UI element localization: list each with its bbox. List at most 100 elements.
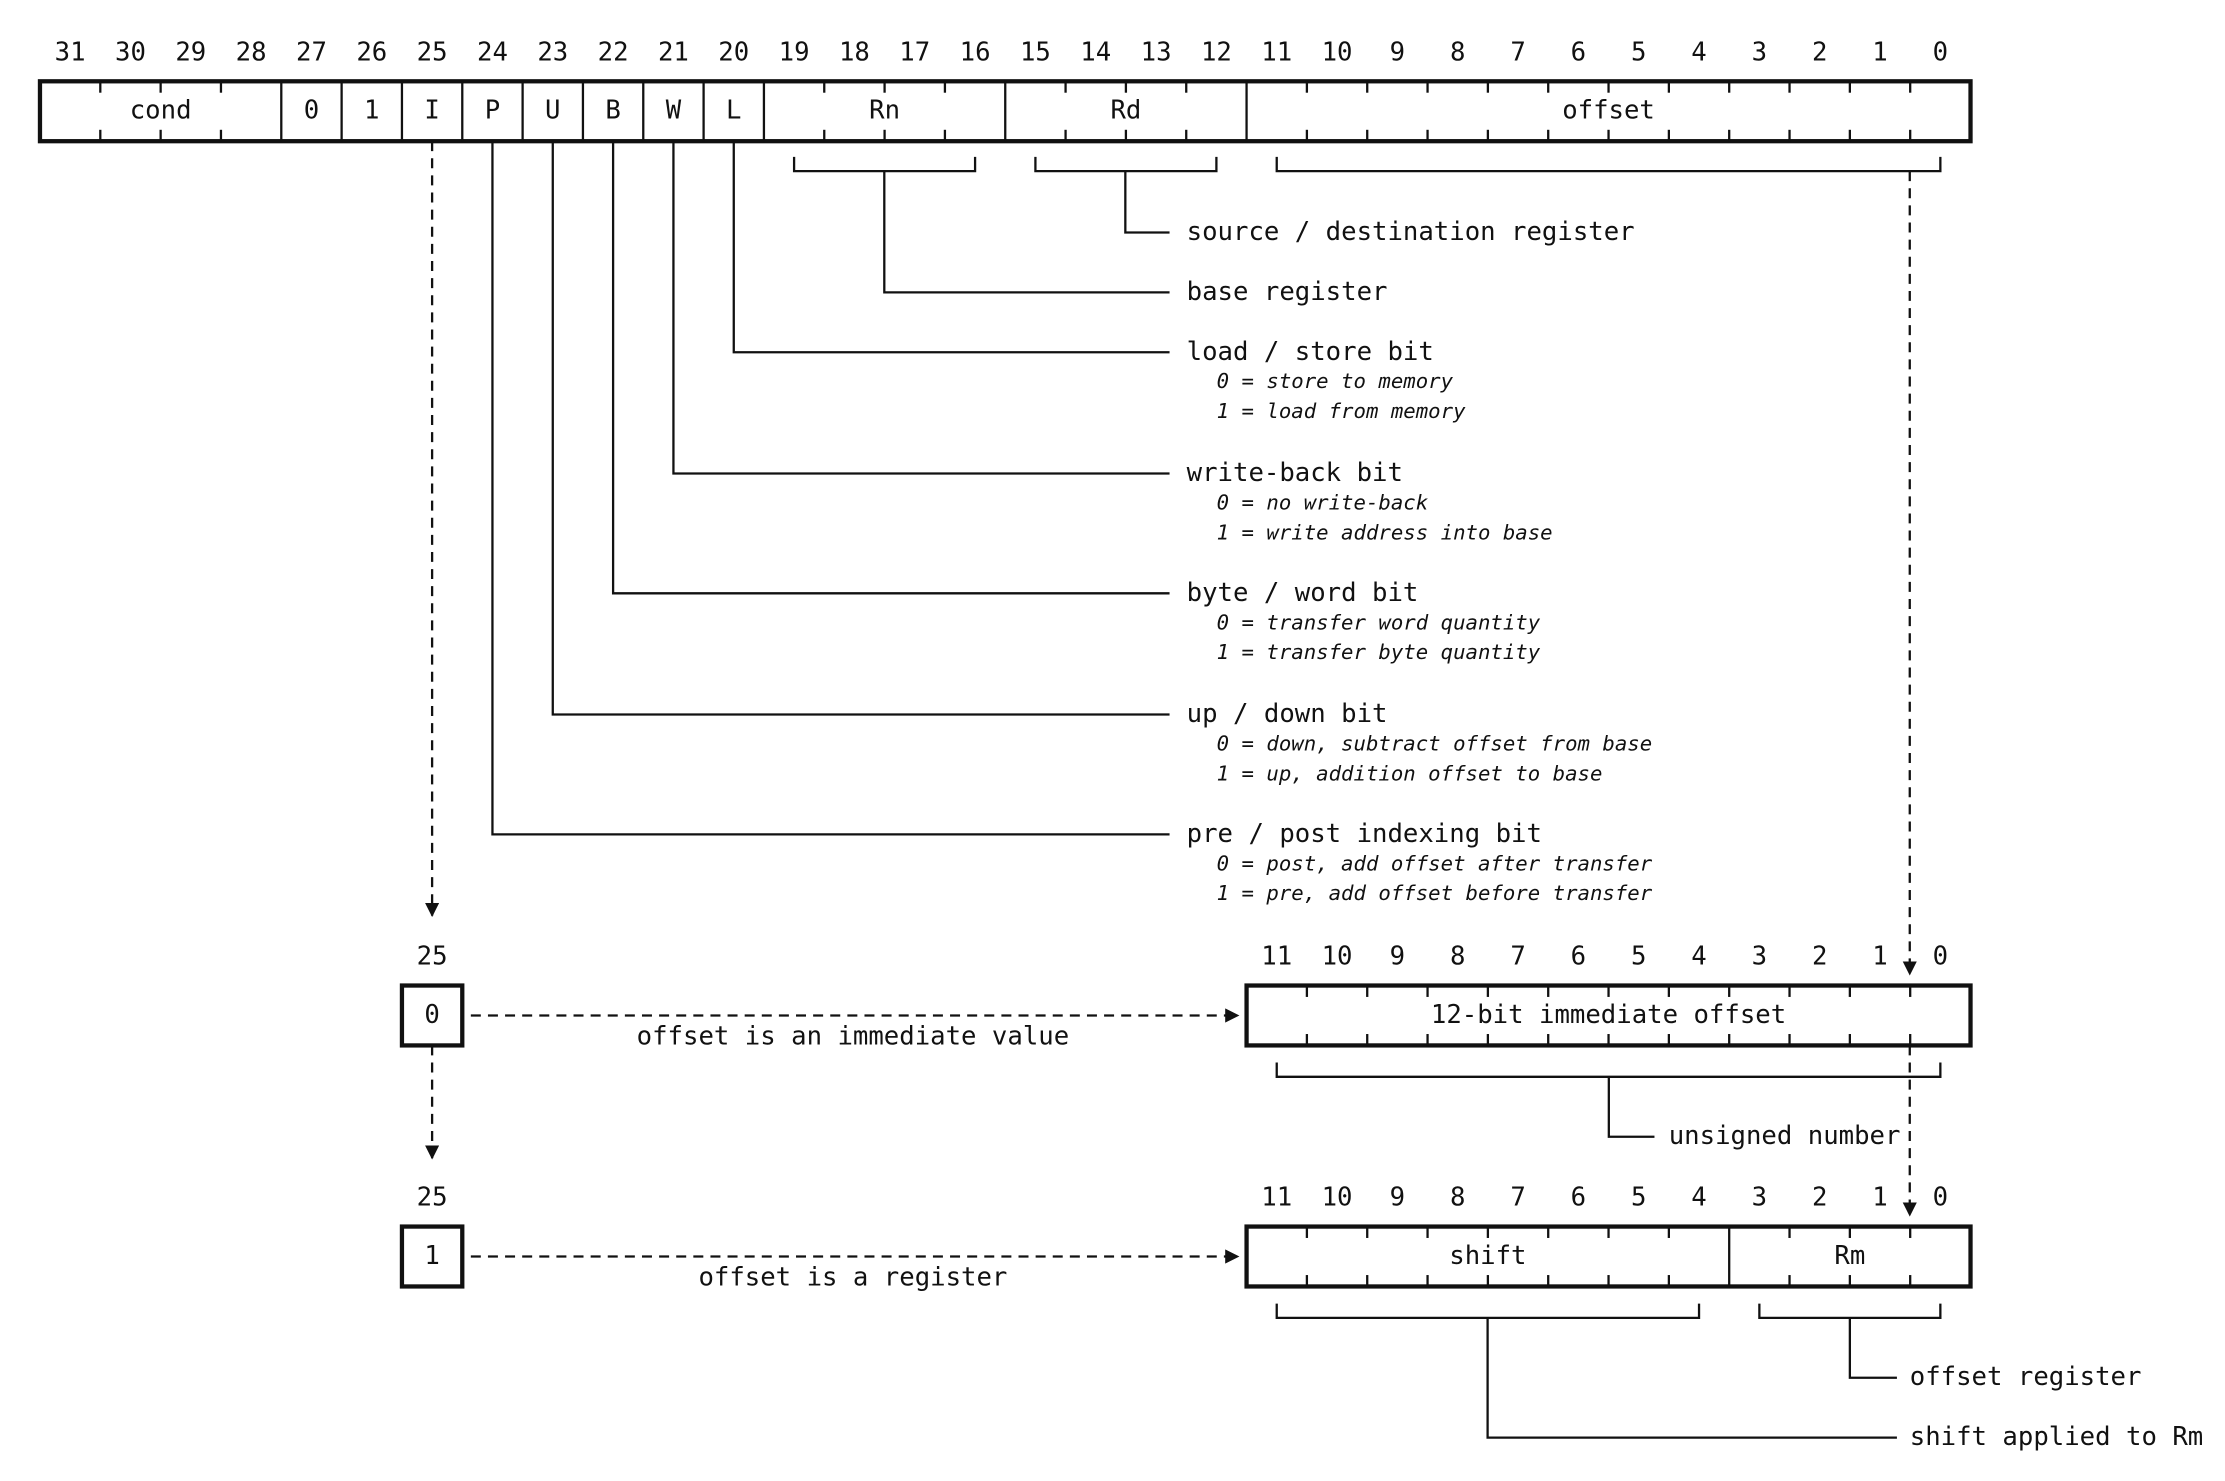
bit-number: 29 bbox=[175, 37, 206, 67]
bit-number: 30 bbox=[115, 37, 146, 67]
bit-number: 3 bbox=[1752, 1183, 1767, 1213]
bit-number: 0 bbox=[1933, 1183, 1948, 1213]
bit-number: 13 bbox=[1141, 37, 1172, 67]
annotation-note: 0 = post, add offset after transfer bbox=[1217, 851, 1653, 875]
bit-number: 0 bbox=[1933, 942, 1948, 972]
annotation-note: 1 = load from memory bbox=[1217, 399, 1466, 423]
bit-number: 28 bbox=[236, 37, 267, 67]
bit-number: 5 bbox=[1631, 942, 1646, 972]
bit-number: 11 bbox=[1261, 942, 1292, 972]
bit-number: 22 bbox=[598, 37, 629, 67]
bit-number: 3 bbox=[1752, 37, 1767, 67]
leader bbox=[1486, 1317, 1897, 1439]
bit-box bbox=[399, 1224, 465, 1289]
bit-number: 2 bbox=[1812, 942, 1827, 972]
leader bbox=[883, 171, 1170, 294]
leader bbox=[732, 141, 1170, 354]
bit-number: 3 bbox=[1752, 942, 1767, 972]
bit-number: 25 bbox=[417, 37, 448, 67]
bit-number: 5 bbox=[1631, 37, 1646, 67]
annotation-note: 0 = no write-back bbox=[1217, 490, 1429, 514]
bit-number: 5 bbox=[1631, 1183, 1646, 1213]
bit-number: 27 bbox=[296, 37, 327, 67]
field-label: shift bbox=[1449, 1241, 1526, 1271]
field-label: L bbox=[726, 96, 741, 126]
bit-number: 6 bbox=[1571, 942, 1586, 972]
bit-number: 23 bbox=[537, 37, 568, 67]
bit-number: 8 bbox=[1450, 37, 1465, 67]
bit-number: 10 bbox=[1322, 942, 1353, 972]
bit-number: 18 bbox=[839, 37, 870, 67]
bit-number: 4 bbox=[1691, 37, 1706, 67]
field-label: Rd bbox=[1110, 96, 1141, 126]
annotation-title: base register bbox=[1187, 277, 1388, 307]
bracket bbox=[1275, 1303, 1701, 1319]
annotation-title: shift applied to Rm bbox=[1910, 1422, 2203, 1452]
bit-number: 11 bbox=[1261, 1183, 1292, 1213]
bit-value: 0 bbox=[424, 1000, 439, 1030]
field-label: I bbox=[424, 96, 439, 126]
field-label: cond bbox=[130, 96, 192, 126]
annotation-title: up / down bit bbox=[1187, 699, 1388, 729]
bit-number: 2 bbox=[1812, 37, 1827, 67]
bit-number: 2 bbox=[1812, 1183, 1827, 1213]
annotation-note: 1 = write address into base bbox=[1217, 520, 1553, 544]
bit-number: 4 bbox=[1691, 1183, 1706, 1213]
bit-number: 19 bbox=[779, 37, 810, 67]
annotation-title: byte / word bit bbox=[1187, 578, 1419, 608]
bit-number: 1 bbox=[1872, 37, 1887, 67]
bit-number: 6 bbox=[1571, 1183, 1586, 1213]
bit-number: 0 bbox=[1933, 37, 1948, 67]
bit-number: 1 bbox=[1872, 1183, 1887, 1213]
leader bbox=[1848, 1317, 1897, 1379]
bit-number: 20 bbox=[718, 37, 749, 67]
bit-number: 9 bbox=[1390, 37, 1405, 67]
field-label: offset bbox=[1562, 96, 1655, 126]
bit-number: 21 bbox=[658, 37, 689, 67]
bit-box bbox=[399, 983, 465, 1048]
annotation-note: 0 = down, subtract offset from base bbox=[1217, 731, 1653, 755]
leader bbox=[672, 141, 1170, 475]
annotation-title: offset register bbox=[1910, 1362, 2142, 1392]
bit-number: 24 bbox=[477, 37, 508, 67]
bit-number: 14 bbox=[1080, 37, 1111, 67]
field-label: 12-bit immediate offset bbox=[1431, 1000, 1786, 1030]
bit-number: 4 bbox=[1691, 942, 1706, 972]
field-label: W bbox=[666, 96, 682, 126]
annotation-note: 0 = store to memory bbox=[1217, 369, 1454, 393]
leader bbox=[1124, 171, 1170, 234]
field-label: 0 bbox=[304, 96, 319, 126]
leader bbox=[611, 141, 1170, 595]
bit-number: 26 bbox=[356, 37, 387, 67]
field-label: U bbox=[545, 96, 560, 126]
bit-number: 12 bbox=[1201, 37, 1232, 67]
field-label: Rm bbox=[1834, 1241, 1865, 1271]
bracket bbox=[792, 156, 977, 173]
bit-number: 9 bbox=[1390, 1183, 1405, 1213]
bit-number: 7 bbox=[1510, 37, 1525, 67]
bit-number: 9 bbox=[1390, 942, 1405, 972]
bit-label: 25 bbox=[417, 1183, 448, 1213]
annotation-title: load / store bit bbox=[1187, 337, 1434, 367]
field-label: 1 bbox=[364, 96, 379, 126]
bit-number: 11 bbox=[1261, 37, 1292, 67]
bracket bbox=[1034, 156, 1218, 173]
bit-number: 10 bbox=[1322, 1183, 1353, 1213]
case-description: offset is a register bbox=[698, 1262, 1007, 1292]
annotation-note: 1 = pre, add offset before transfer bbox=[1217, 881, 1653, 905]
bit-value: 1 bbox=[424, 1241, 439, 1271]
bit-number: 17 bbox=[899, 37, 930, 67]
annotation-title: write-back bit bbox=[1187, 458, 1403, 488]
bracket bbox=[1275, 1062, 1942, 1078]
bit-label: 25 bbox=[417, 942, 448, 972]
leader bbox=[491, 141, 1170, 836]
annotation-note: 1 = transfer byte quantity bbox=[1217, 640, 1541, 664]
annotation-title: source / destination register bbox=[1187, 217, 1635, 247]
bit-number: 6 bbox=[1571, 37, 1586, 67]
field-label: Rn bbox=[869, 96, 900, 126]
field-label: B bbox=[605, 96, 620, 126]
bracket bbox=[1275, 156, 1942, 173]
leader bbox=[551, 141, 1170, 716]
annotation-title: pre / post indexing bit bbox=[1187, 819, 1542, 849]
